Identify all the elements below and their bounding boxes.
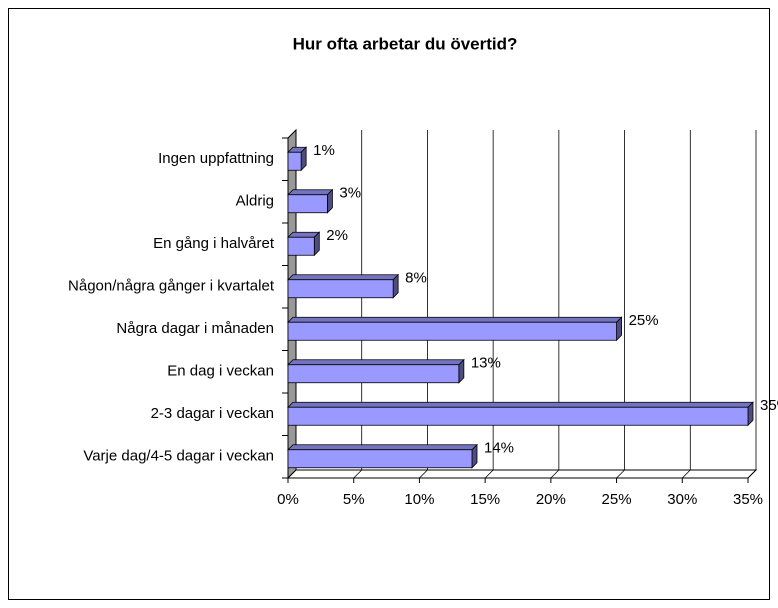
y-tick-label: Någon/några gånger i kvartalet: [68, 278, 275, 295]
x-tick-label: 15%: [470, 491, 500, 508]
bar: [287, 449, 473, 469]
bar-top: [287, 316, 623, 323]
bar-top: [287, 359, 465, 366]
x-tick-label: 0%: [277, 491, 299, 508]
grid-line: [747, 469, 757, 479]
bar: [287, 194, 328, 214]
y-tick-label: Några dagar i månaden: [116, 320, 274, 337]
grid-line: [353, 469, 362, 479]
y-tick-label: En gång i halvåret: [153, 235, 275, 252]
grid-line: [484, 469, 494, 479]
grid-line: [550, 469, 560, 479]
y-tick-label: Ingen uppfattning: [158, 150, 274, 167]
side-wall: [287, 128, 297, 480]
grid-line: [682, 469, 691, 479]
y-tick-label: 2-3 dagar i veckan: [151, 405, 274, 422]
bar-top: [287, 189, 334, 196]
y-tick-label: En dag i veckan: [167, 363, 274, 380]
x-tick-label: 30%: [667, 491, 697, 508]
x-tick-label: 5%: [343, 491, 365, 508]
bar: [287, 364, 460, 384]
data-label: 8%: [405, 270, 427, 287]
data-label: 1%: [313, 142, 335, 159]
bar: [287, 321, 617, 341]
bar: [287, 279, 394, 299]
y-tick-label: Varje dag/4-5 dagar i veckan: [83, 448, 274, 465]
bar-top: [287, 274, 400, 281]
grid-line: [616, 469, 625, 479]
bar-top: [287, 401, 754, 408]
data-label: 13%: [471, 355, 501, 372]
x-tick-label: 20%: [536, 491, 566, 508]
chart-title: Hur ofta arbetar du övertid?: [293, 34, 518, 53]
bar: [287, 406, 749, 426]
bar-top: [287, 444, 478, 451]
x-tick-label: 10%: [404, 491, 434, 508]
grid-line: [287, 469, 297, 479]
bar: [287, 236, 315, 256]
grid-line: [419, 469, 428, 479]
data-label: 25%: [629, 312, 659, 329]
bar: [287, 151, 302, 171]
x-tick-label: 35%: [733, 491, 763, 508]
y-tick-label: Aldrig: [236, 193, 274, 210]
data-label: 2%: [326, 227, 348, 244]
data-label: 35%: [760, 397, 778, 414]
chart-border: [8, 8, 770, 600]
x-tick-label: 25%: [602, 491, 632, 508]
data-label: 14%: [484, 440, 514, 457]
data-label: 3%: [339, 185, 361, 202]
